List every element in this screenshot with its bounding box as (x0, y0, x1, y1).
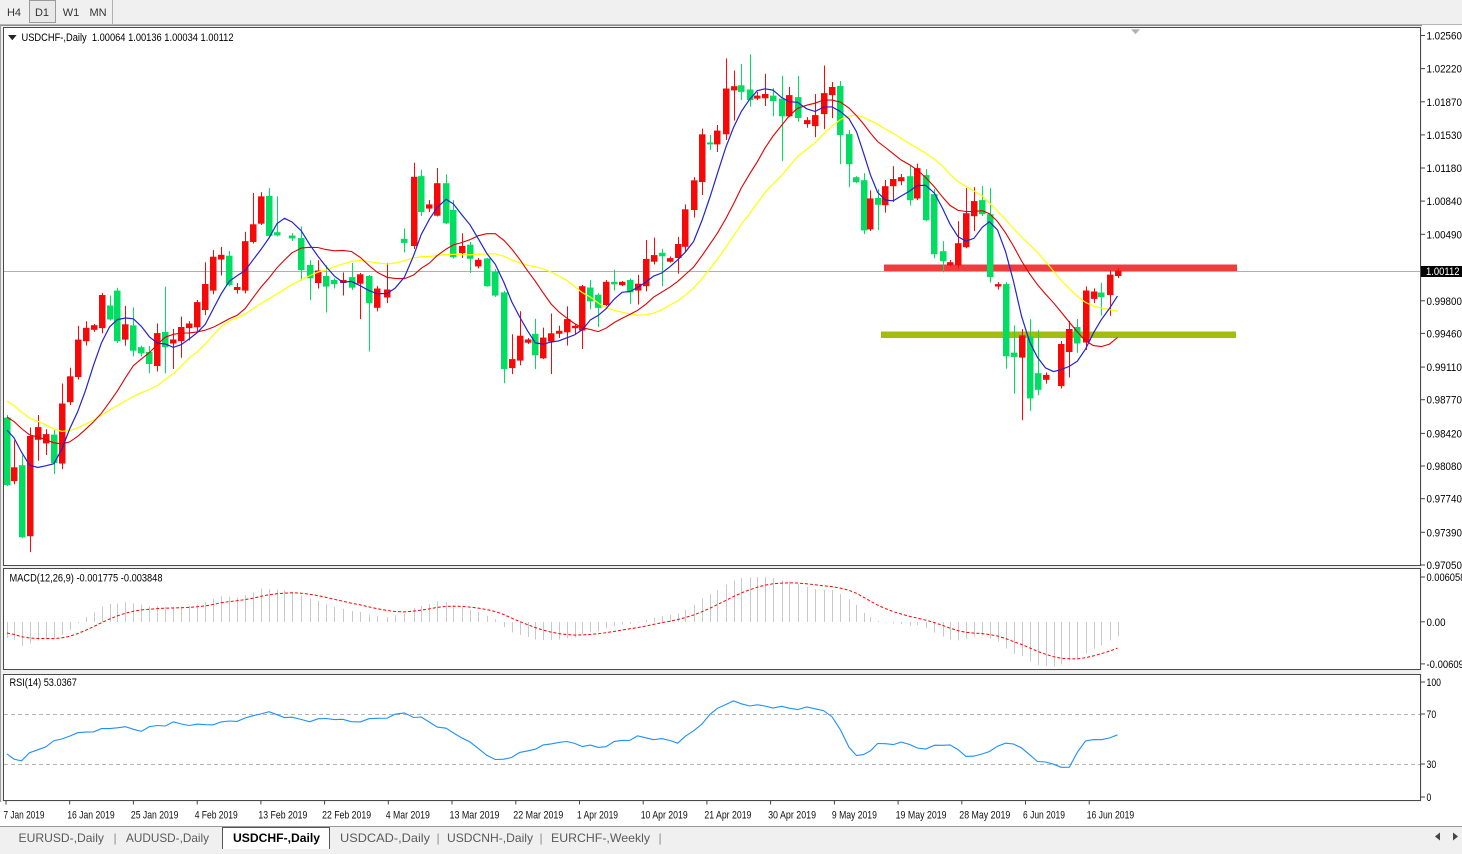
svg-text:70: 70 (1427, 709, 1437, 721)
svg-text:1.00840: 1.00840 (1427, 196, 1462, 208)
svg-text:1.02560: 1.02560 (1427, 31, 1462, 43)
svg-text:|: | (539, 831, 542, 845)
svg-text:22 Feb 2019: 22 Feb 2019 (322, 810, 371, 822)
svg-text:EURCHF-,Weekly: EURCHF-,Weekly (551, 831, 650, 845)
svg-text:USDCHF-,Daily: USDCHF-,Daily (233, 831, 320, 845)
svg-text:0.98420: 0.98420 (1427, 428, 1462, 440)
svg-text:30 Apr 2019: 30 Apr 2019 (768, 810, 816, 822)
svg-text:25 Jan 2019: 25 Jan 2019 (131, 810, 179, 822)
svg-text:0.98080: 0.98080 (1427, 461, 1462, 473)
svg-text:13 Feb 2019: 13 Feb 2019 (258, 810, 307, 822)
svg-text:22 Mar 2019: 22 Mar 2019 (513, 810, 563, 822)
svg-text:1.00112: 1.00112 (1426, 266, 1460, 278)
svg-text:0.97050: 0.97050 (1427, 560, 1462, 572)
svg-text:USDCHF-,Daily 1.00064 1.00136: USDCHF-,Daily 1.00064 1.00136 1.00034 1.… (22, 32, 234, 44)
svg-text:0.97390: 0.97390 (1427, 527, 1462, 539)
svg-text:0.99460: 0.99460 (1427, 328, 1462, 340)
svg-text:1.01530: 1.01530 (1427, 130, 1462, 142)
svg-text:H4: H4 (7, 7, 21, 19)
svg-text:EURUSD-,Daily: EURUSD-,Daily (19, 831, 105, 845)
svg-text:30: 30 (1427, 759, 1437, 771)
svg-text:AUDUSD-,Daily: AUDUSD-,Daily (126, 831, 209, 845)
svg-text:6 Jun 2019: 6 Jun 2019 (1023, 810, 1065, 822)
svg-text:0.00: 0.00 (1427, 617, 1446, 629)
svg-text:MACD(12,26,9) -0.001775 -0.003: MACD(12,26,9) -0.001775 -0.003848 (10, 573, 163, 585)
svg-text:0.97740: 0.97740 (1427, 494, 1462, 506)
svg-text:|: | (658, 831, 661, 845)
svg-text:0.99800: 0.99800 (1427, 296, 1462, 308)
svg-text:10 Apr 2019: 10 Apr 2019 (641, 810, 688, 822)
svg-text:1 Apr 2019: 1 Apr 2019 (577, 810, 618, 822)
svg-text:4 Feb 2019: 4 Feb 2019 (195, 810, 238, 822)
svg-text:21 Apr 2019: 21 Apr 2019 (704, 810, 751, 822)
svg-text:0.98770: 0.98770 (1427, 395, 1462, 407)
svg-text:W1: W1 (63, 7, 80, 19)
svg-text:1.02220: 1.02220 (1427, 64, 1462, 76)
svg-text:|: | (436, 831, 439, 845)
svg-text:D1: D1 (35, 7, 49, 19)
svg-text:0.99110: 0.99110 (1427, 362, 1462, 374)
svg-text:1.01180: 1.01180 (1427, 163, 1462, 175)
svg-text:0: 0 (1427, 792, 1432, 804)
svg-text:RSI(14) 53.0367: RSI(14) 53.0367 (10, 677, 77, 689)
svg-text:0.0060588: 0.0060588 (1427, 572, 1462, 584)
svg-text:100: 100 (1427, 677, 1442, 689)
svg-text:16 Jun 2019: 16 Jun 2019 (1087, 810, 1135, 822)
svg-text:|: | (113, 831, 116, 845)
svg-text:-0.0060986: -0.0060986 (1427, 659, 1462, 671)
svg-text:USDCAD-,Daily: USDCAD-,Daily (340, 831, 430, 845)
svg-text:19 May 2019: 19 May 2019 (896, 810, 947, 822)
svg-text:MN: MN (89, 7, 106, 19)
svg-text:1.01870: 1.01870 (1427, 97, 1462, 109)
svg-text:4 Mar 2019: 4 Mar 2019 (386, 810, 430, 822)
svg-text:9 May 2019: 9 May 2019 (832, 810, 877, 822)
svg-text:USDCNH-,Daily: USDCNH-,Daily (447, 831, 533, 845)
svg-text:16 Jan 2019: 16 Jan 2019 (67, 810, 115, 822)
svg-text:28 May 2019: 28 May 2019 (959, 810, 1010, 822)
svg-text:13 Mar 2019: 13 Mar 2019 (450, 810, 500, 822)
svg-text:1.00490: 1.00490 (1427, 229, 1462, 241)
svg-text:7 Jan 2019: 7 Jan 2019 (4, 810, 45, 822)
